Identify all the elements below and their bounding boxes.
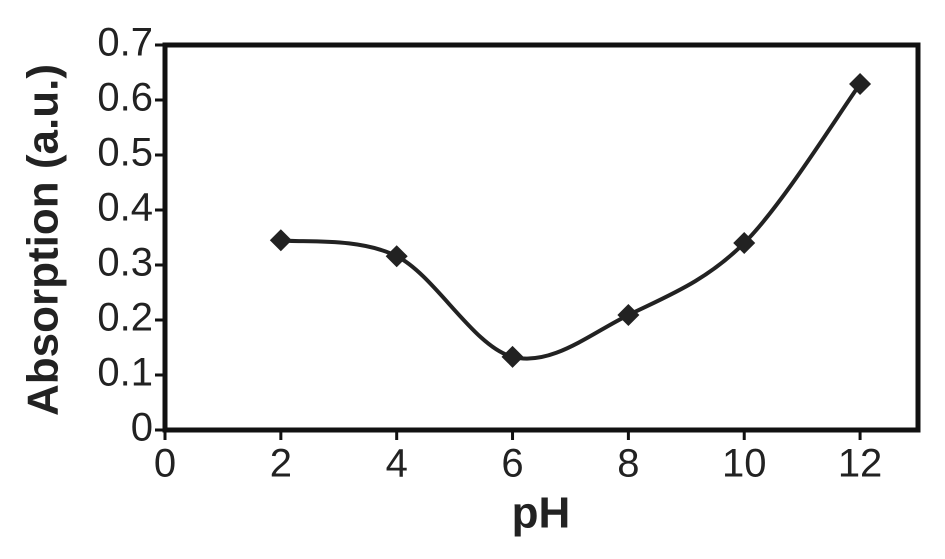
- data-line: [280, 82, 862, 361]
- marker: [849, 73, 872, 96]
- y-tick-label: 0.1: [97, 351, 153, 395]
- marker: [617, 304, 640, 327]
- marker: [501, 345, 524, 368]
- y-tick-label: 0.3: [97, 241, 153, 285]
- y-axis-label: Absorption (a.u.): [19, 64, 68, 416]
- y-tick-label: 0.2: [97, 296, 153, 340]
- y-tick-label: 0: [131, 406, 153, 450]
- plot-frame: [162, 42, 921, 433]
- x-tick-label: 2: [270, 442, 292, 486]
- x-axis-label: pH: [512, 489, 571, 538]
- x-tick-label: 12: [838, 442, 883, 486]
- x-tick-label: 10: [722, 442, 767, 486]
- x-tick-label: 0: [154, 442, 176, 486]
- marker: [269, 229, 292, 252]
- y-tick-label: 0.5: [97, 131, 153, 175]
- x-tick-label: 8: [617, 442, 639, 486]
- y-tick-label: 0.7: [97, 21, 153, 65]
- marker: [385, 245, 408, 268]
- x-tick-label: 6: [501, 442, 523, 486]
- x-tick-label: 4: [386, 442, 408, 486]
- y-tick-label: 0.6: [97, 76, 153, 120]
- marker: [733, 232, 756, 254]
- y-tick-label: 0.4: [97, 186, 153, 230]
